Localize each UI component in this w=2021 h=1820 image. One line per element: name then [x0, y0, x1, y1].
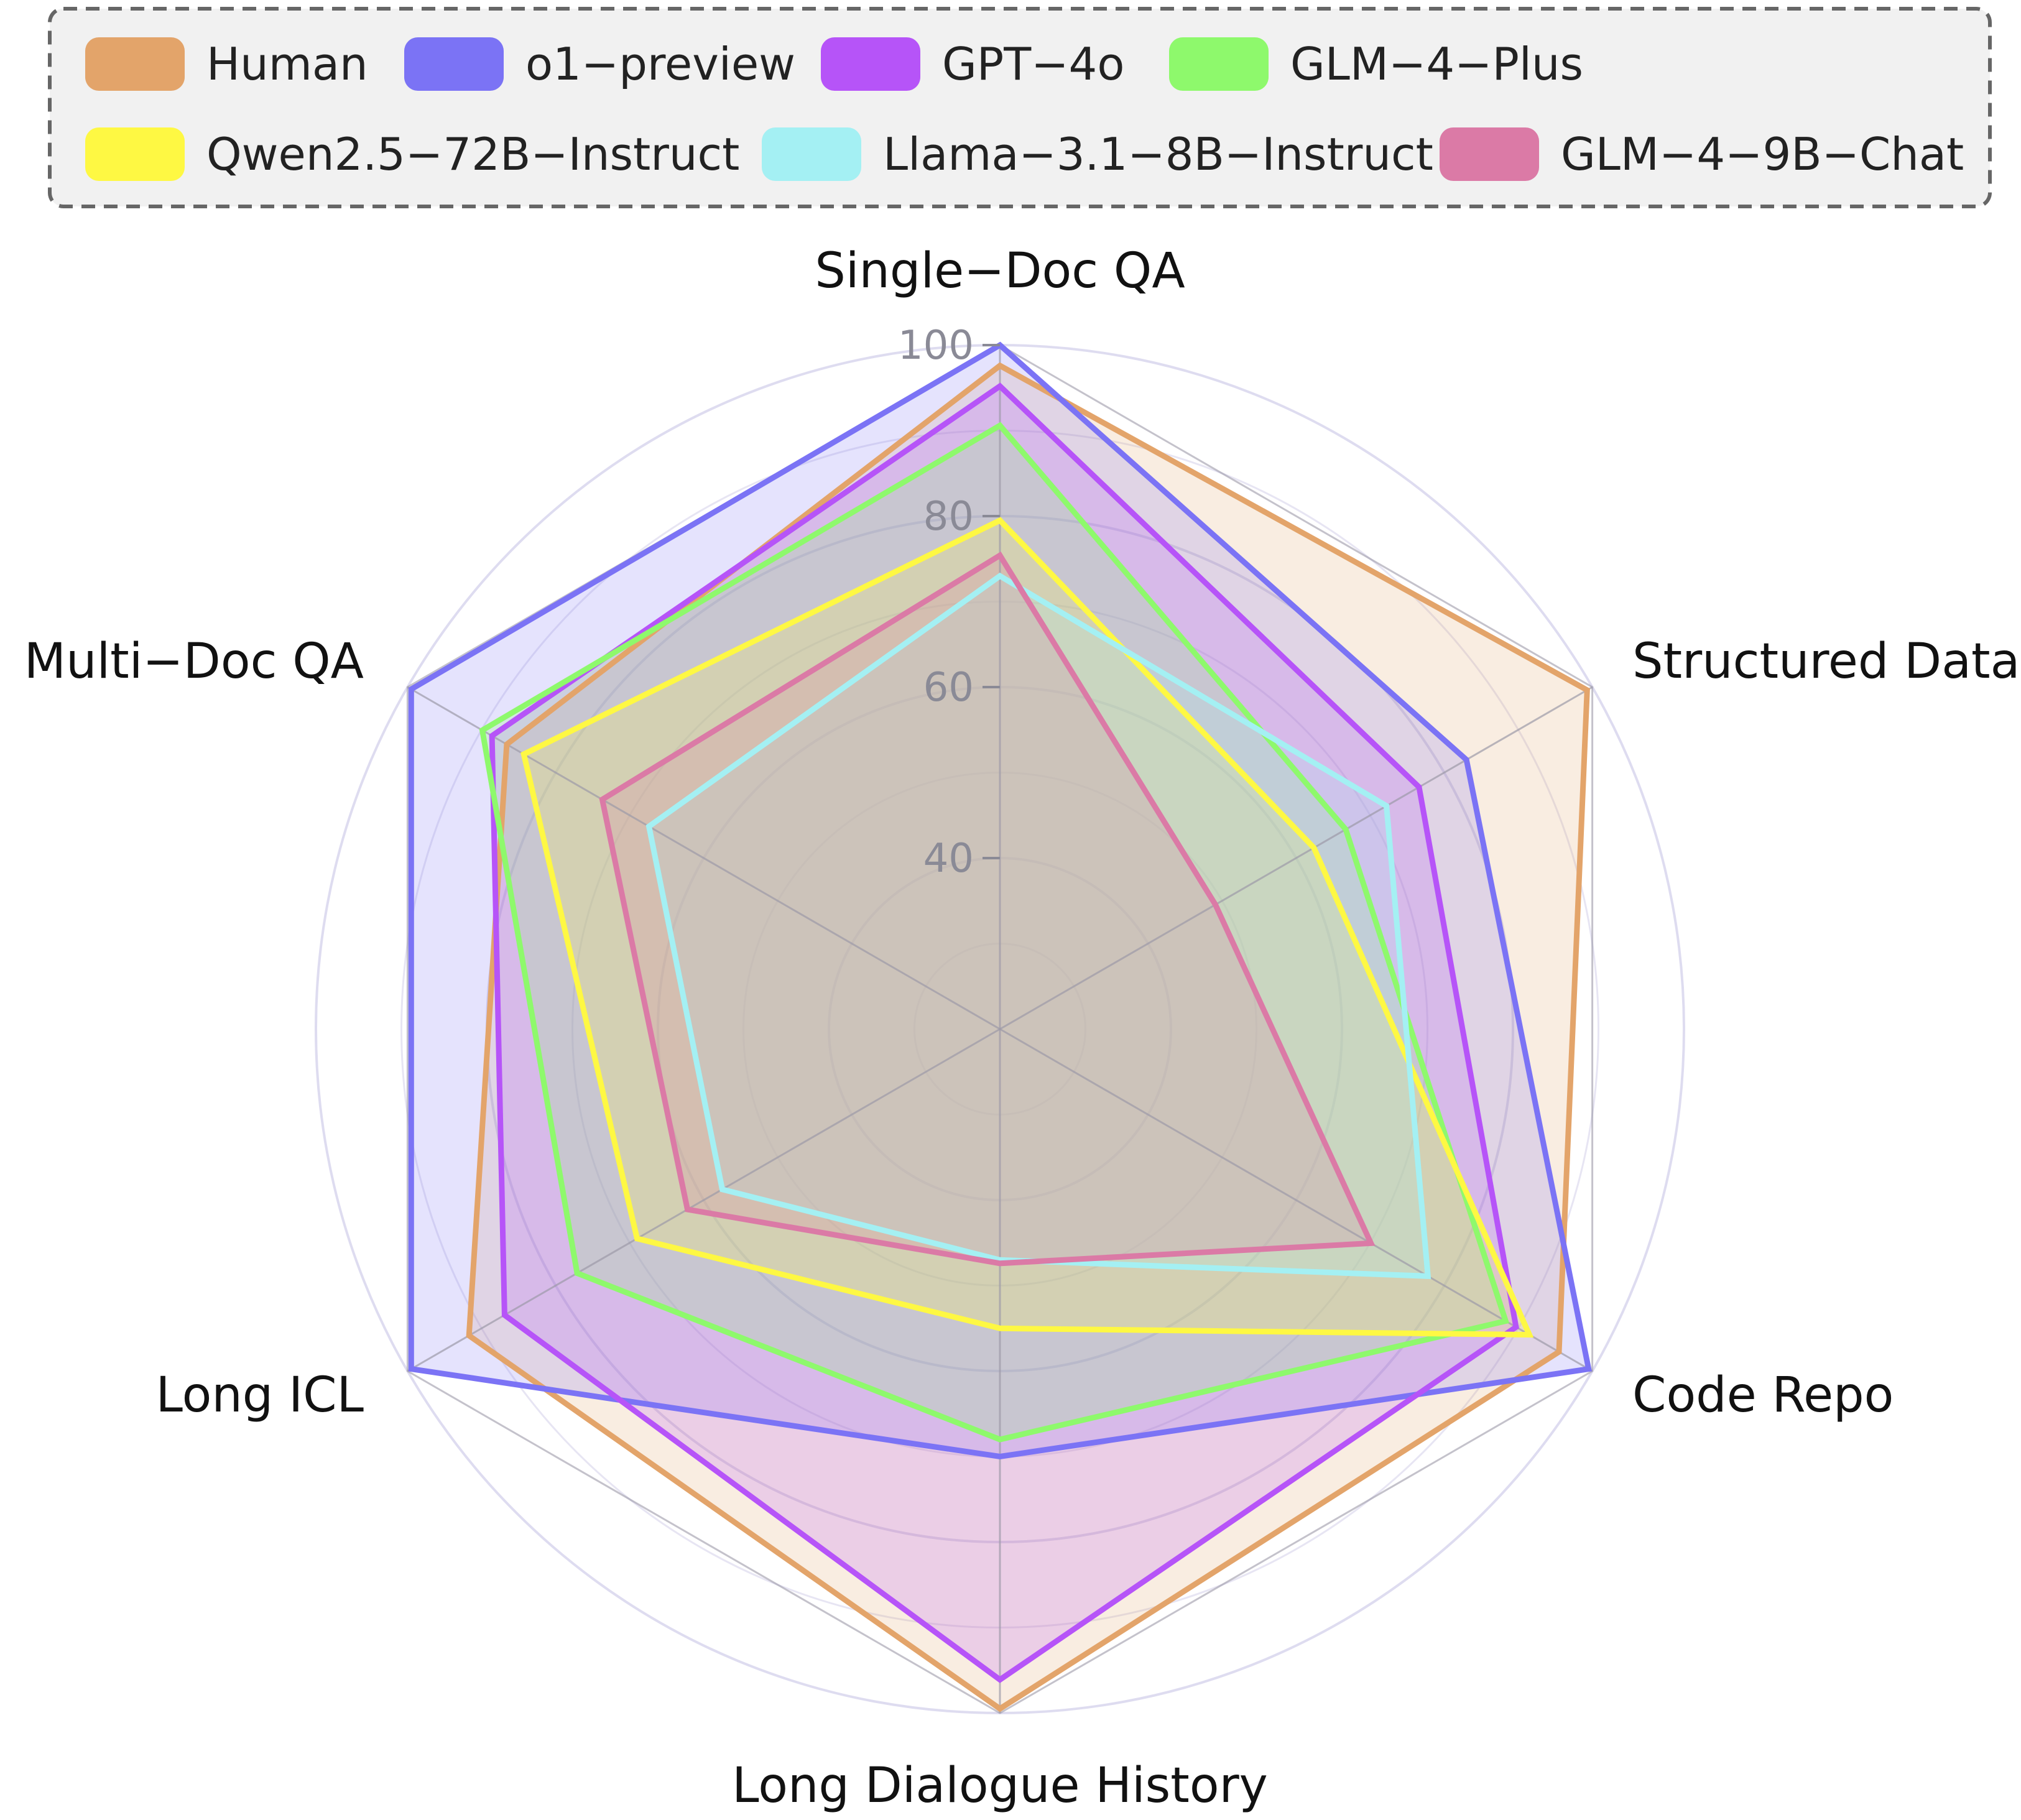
- legend-swatch-llama-3-1-8b-instruct: [762, 127, 861, 181]
- point-qwen2-5-72b-instruct-code-repo: [1528, 1333, 1531, 1336]
- tick-layer: 40 60 80 100: [898, 323, 1000, 882]
- point-o1-preview-structured-data: [1465, 758, 1468, 761]
- legend-label-gpt-4o: GPT−4o: [942, 38, 1124, 90]
- axis-line-structured-data: [999, 686, 1593, 1030]
- point-llama-3-1-8b-instruct-structured-data: [1385, 805, 1388, 808]
- point-qwen2-5-72b-instruct-long-icl: [636, 1237, 639, 1240]
- point-glm-4-plus-structured-data: [1344, 828, 1348, 831]
- point-human-single-doc-qa: [999, 364, 1001, 367]
- point-gpt-4o-multi-doc-qa: [491, 734, 494, 737]
- point-glm-4-plus-code-repo: [1504, 1319, 1507, 1323]
- point-glm-4-plus-single-doc-qa: [999, 424, 1001, 427]
- point-gpt-4o-single-doc-qa: [999, 385, 1001, 387]
- legend-label-o1-preview: o1−preview: [525, 38, 795, 90]
- point-llama-3-1-8b-instruct-long-icl: [721, 1188, 724, 1191]
- point-gpt-4o-structured-data: [1418, 785, 1420, 788]
- tick-label-100: 100: [898, 323, 974, 369]
- point-human-structured-data: [1586, 688, 1589, 691]
- legend-label-qwen2-5-72b-instruct: Qwen2.5−72B−Instruct: [206, 128, 739, 180]
- series-layer: [406, 341, 1594, 1714]
- legend-label-llama-3-1-8b-instruct: Llama−3.1−8B−Instruct: [883, 128, 1433, 180]
- point-llama-3-1-8b-instruct-code-repo: [1427, 1275, 1430, 1278]
- axis-label-layer: Single−Doc QA Structured Data Code Repo Lon…: [24, 243, 2020, 1814]
- point-qwen2-5-72b-instruct-single-doc-qa: [999, 519, 1001, 522]
- tick-label-40: 40: [923, 836, 974, 882]
- legend-swatch-human: [85, 37, 185, 91]
- point-o1-preview-long-dialogue-history: [999, 1455, 1001, 1458]
- point-llama-3-1-8b-instruct-single-doc-qa: [999, 575, 1001, 578]
- point-qwen2-5-72b-instruct-long-dialogue-history: [999, 1327, 1001, 1330]
- point-gpt-4o-long-dialogue-history: [999, 1678, 1001, 1681]
- axis-label-code-repo: Code Repo: [1632, 1367, 1894, 1423]
- series-fill-human: [469, 366, 1588, 1709]
- legend-swatch-glm-4-plus: [1169, 37, 1269, 91]
- point-gpt-4o-code-repo: [1515, 1326, 1517, 1329]
- point-o1-preview-long-icl: [410, 1367, 413, 1370]
- legend: Human o1−preview GPT−4o GLM−4−Plus Qwen2.5−7…: [85, 37, 1964, 181]
- series-fill-glm-4-9b-chat: [602, 555, 1371, 1263]
- point-glm-4-9b-chat-multi-doc-qa: [601, 798, 604, 801]
- point-glm-4-9b-chat-long-icl: [686, 1208, 689, 1211]
- point-human-code-repo: [1558, 1351, 1560, 1354]
- axis-label-multi-doc-qa: Multi−Doc QA: [24, 634, 364, 690]
- point-human-multi-doc-qa: [505, 743, 508, 746]
- axis-label-structured-data: Structured Data: [1632, 634, 2020, 690]
- legend-label-glm-4-9b-chat: GLM−4−9B−Chat: [1561, 128, 1964, 180]
- series-fill-llama-3-1-8b-instruct: [649, 576, 1428, 1277]
- point-glm-4-plus-multi-doc-qa: [481, 729, 484, 732]
- outer-hexagon: [406, 344, 1594, 1714]
- axis-label-long-icl: Long ICL: [156, 1367, 364, 1423]
- axis-label-long-dialogue-history: Long Dialogue History: [732, 1758, 1268, 1814]
- point-human-long-icl: [468, 1334, 471, 1337]
- point-gpt-4o-long-icl: [503, 1313, 506, 1316]
- point-glm-4-plus-long-icl: [576, 1272, 579, 1275]
- legend-swatch-qwen2-5-72b-instruct: [85, 127, 185, 181]
- point-glm-4-plus-long-dialogue-history: [999, 1438, 1001, 1441]
- point-glm-4-9b-chat-long-dialogue-history: [999, 1262, 1001, 1265]
- legend-label-human: Human: [206, 38, 368, 90]
- legend-swatch-gpt-4o: [821, 37, 920, 91]
- axis-line-code-repo: [999, 1028, 1593, 1372]
- point-glm-4-9b-chat-single-doc-qa: [999, 554, 1001, 557]
- axis-label-single-doc-qa: Single−Doc QA: [815, 243, 1185, 299]
- tick-label-80: 80: [923, 494, 974, 540]
- point-o1-preview-code-repo: [1587, 1367, 1590, 1370]
- point-human-long-dialogue-history: [999, 1707, 1001, 1711]
- point-qwen2-5-72b-instruct-multi-doc-qa: [522, 752, 525, 755]
- legend-swatch-glm-4-9b-chat: [1440, 127, 1539, 181]
- series-fill-glm-4-plus: [482, 425, 1506, 1439]
- point-glm-4-9b-chat-code-repo: [1369, 1242, 1372, 1245]
- tick-label-60: 60: [923, 665, 974, 711]
- point-glm-4-9b-chat-structured-data: [1214, 903, 1217, 906]
- point-o1-preview-multi-doc-qa: [410, 688, 413, 691]
- legend-swatch-o1-preview: [404, 37, 504, 91]
- point-llama-3-1-8b-instruct-multi-doc-qa: [647, 825, 650, 828]
- point-qwen2-5-72b-instruct-structured-data: [1312, 846, 1315, 849]
- legend-label-glm-4-plus: GLM−4−Plus: [1290, 38, 1583, 90]
- series-fill-qwen2-5-72b-instruct: [524, 520, 1530, 1335]
